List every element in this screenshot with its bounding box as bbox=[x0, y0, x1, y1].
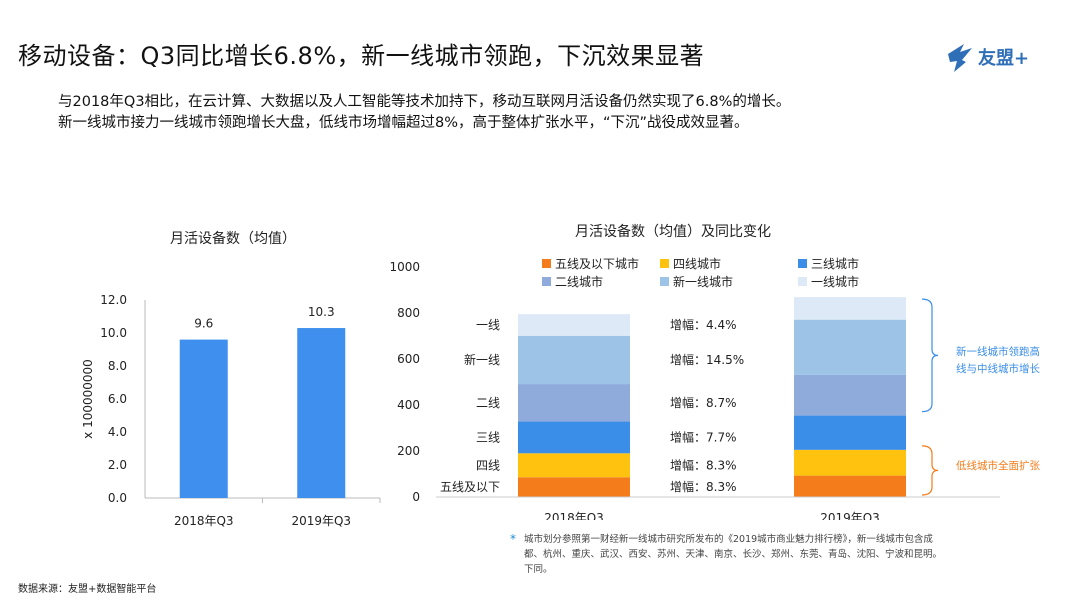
tier-axis-label: 五线及以下 bbox=[440, 480, 500, 494]
upper-annotation: 新一线城市领跑高线与中线城市增长 bbox=[956, 344, 1040, 378]
bar bbox=[297, 328, 346, 498]
legend-swatch bbox=[542, 277, 551, 286]
lower-annotation-text: 低线城市全面扩张 bbox=[956, 460, 1040, 472]
legend-swatch bbox=[542, 259, 551, 268]
tier-axis-label: 新一线 bbox=[464, 352, 500, 367]
stack-segment bbox=[794, 319, 906, 375]
legend-label: 一线城市 bbox=[811, 274, 859, 289]
lower-annotation: 低线城市全面扩张 bbox=[956, 458, 1040, 475]
lower-brace bbox=[921, 445, 939, 496]
x-tick-label: 2018年Q3 bbox=[174, 514, 234, 528]
growth-label: 增幅：4.4% bbox=[670, 317, 737, 332]
stack-segment bbox=[794, 374, 906, 416]
legend-label: 新一线城市 bbox=[673, 274, 733, 289]
y-tick-label: 1000 bbox=[389, 260, 420, 274]
stack-segment bbox=[518, 453, 630, 478]
y-tick-label: 200 bbox=[397, 444, 420, 458]
y-tick-label: 400 bbox=[397, 398, 420, 412]
y-axis-label: x 100000000 bbox=[81, 359, 95, 439]
tier-axis-label: 三线 bbox=[476, 430, 500, 444]
footnote-star: * bbox=[510, 532, 516, 546]
tier-axis-label: 二线 bbox=[476, 396, 500, 410]
stack-segment bbox=[794, 415, 906, 450]
brand-logo: 友盟+ bbox=[944, 40, 1054, 74]
stack-segment bbox=[794, 475, 906, 497]
stack-segment bbox=[794, 297, 906, 320]
intro-line-1: 与2018年Q3相比，在云计算、大数据以及人工智能等技术加持下，移动互联网月活设… bbox=[58, 94, 791, 110]
y-tick-label: 4.0 bbox=[108, 425, 127, 439]
intro-line-2: 新一线城市接力一线城市领跑增长大盘，低线市场增幅超过8%，高于整体扩张水平，“下… bbox=[58, 115, 749, 131]
y-tick-label: 10.0 bbox=[100, 326, 127, 340]
upper-annotation-text: 新一线城市领跑高线与中线城市增长 bbox=[956, 346, 1040, 375]
y-tick-label: 0.0 bbox=[108, 491, 127, 505]
stack-segment bbox=[518, 477, 630, 497]
data-label: 9.6 bbox=[194, 317, 213, 331]
y-tick-label: 0 bbox=[412, 490, 420, 504]
logo-text: 友盟+ bbox=[978, 48, 1030, 69]
data-label: 10.3 bbox=[308, 305, 335, 319]
growth-label: 增幅：7.7% bbox=[670, 429, 737, 444]
legend-label: 二线城市 bbox=[555, 274, 603, 289]
x-tick-label: 2018年Q3 bbox=[544, 511, 604, 520]
page-title: 移动设备：Q3同比增长6.8%，新一线城市领跑，下沉效果显著 bbox=[18, 42, 705, 70]
legend-label: 四线城市 bbox=[673, 256, 721, 271]
stack-segment bbox=[518, 314, 630, 336]
footnote: * 城市划分参照第一财经新一线城市研究所发布的《2019城市商业魅力排行榜》，新… bbox=[510, 532, 950, 577]
y-tick-label: 12.0 bbox=[100, 293, 127, 307]
bar bbox=[179, 339, 228, 498]
upper-brace bbox=[921, 298, 939, 413]
footnote-text: 城市划分参照第一财经新一线城市研究所发布的《2019城市商业魅力排行榜》，新一线… bbox=[524, 534, 943, 575]
right-chart-title: 月活设备数（均值）及同比变化 bbox=[575, 224, 771, 240]
stack-segment bbox=[794, 449, 906, 476]
left-chart-title: 月活设备数（均值） bbox=[170, 231, 296, 247]
growth-label: 增幅：8.3% bbox=[670, 479, 737, 494]
y-tick-label: 6.0 bbox=[108, 392, 127, 406]
tier-axis-label: 四线 bbox=[476, 458, 500, 472]
legend-swatch bbox=[798, 259, 807, 268]
growth-label: 增幅：14.5% bbox=[670, 352, 744, 367]
monthly-active-devices-chart: 0.0 2.0 4.0 6.0 8.0 10.0 12.0 x 100000000 9.6 201… bbox=[81, 293, 381, 528]
legend-label: 五线及以下城市 bbox=[555, 256, 639, 271]
legend-label: 三线城市 bbox=[811, 256, 859, 271]
y-tick-label: 8.0 bbox=[108, 359, 127, 373]
y-tick-label: 600 bbox=[397, 352, 420, 366]
x-tick-label: 2019年Q3 bbox=[291, 514, 351, 528]
tier-axis-label: 一线 bbox=[476, 318, 500, 332]
data-source: 数据来源：友盟+数据智能平台 bbox=[18, 584, 157, 595]
y-tick-label: 800 bbox=[397, 306, 420, 320]
stack-segment bbox=[518, 421, 630, 454]
legend-swatch bbox=[798, 277, 807, 286]
stack-segment bbox=[518, 384, 630, 422]
intro-text: 与2018年Q3相比，在云计算、大数据以及人工智能等技术加持下，移动互联网月活设… bbox=[58, 92, 790, 134]
legend-swatch bbox=[660, 277, 669, 286]
stack-segment bbox=[518, 335, 630, 385]
y-tick-label: 2.0 bbox=[108, 458, 127, 472]
growth-label: 增幅：8.7% bbox=[670, 395, 737, 410]
legend-swatch bbox=[660, 259, 669, 268]
x-tick-label: 2019年Q3 bbox=[820, 511, 880, 520]
growth-label: 增幅：8.3% bbox=[670, 457, 737, 472]
umeng-bird-icon bbox=[948, 44, 972, 72]
